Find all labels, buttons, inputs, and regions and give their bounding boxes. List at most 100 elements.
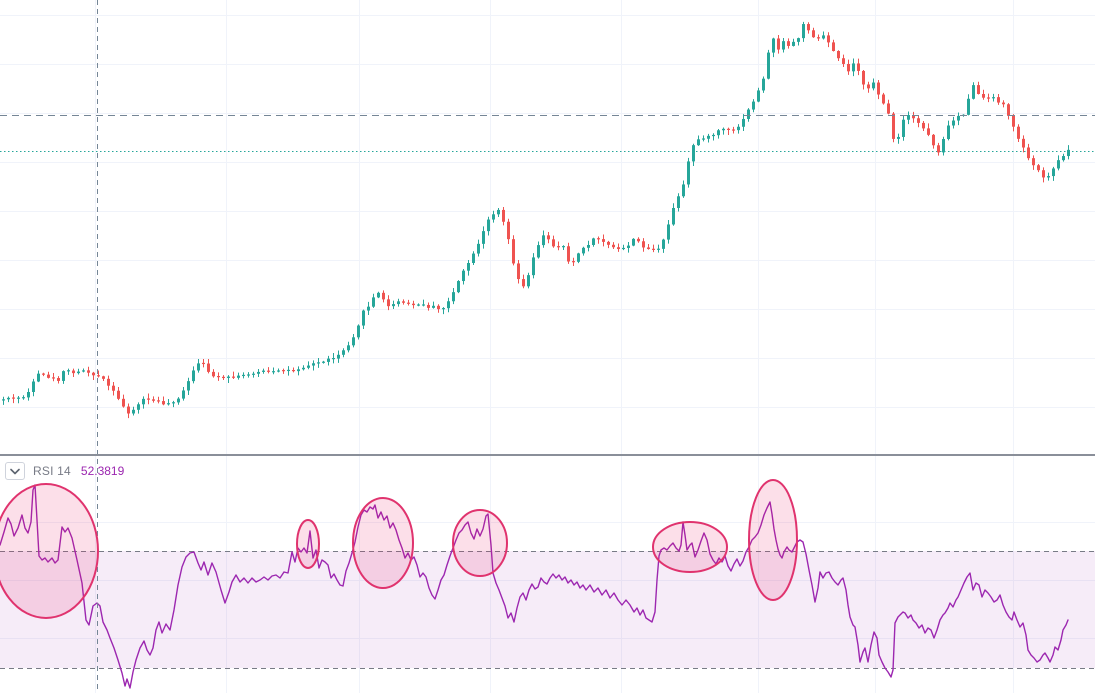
candle-body — [67, 370, 70, 372]
candle-body — [432, 305, 435, 308]
candle-body — [402, 301, 405, 303]
candle-body — [272, 371, 275, 373]
candle-body — [827, 35, 830, 43]
candle-body — [102, 376, 105, 379]
candle-body — [547, 235, 550, 240]
candle-body — [172, 402, 175, 404]
candle-body — [747, 109, 750, 119]
candle-body — [207, 363, 210, 372]
candle-body — [637, 238, 640, 242]
candle-body — [197, 363, 200, 371]
candle-body — [462, 270, 465, 282]
candle-body — [1027, 147, 1030, 159]
candle-body — [467, 263, 470, 271]
candle-body — [457, 281, 460, 293]
candle-body — [287, 369, 290, 372]
candle-body — [182, 390, 185, 399]
candle-body — [132, 409, 135, 414]
candle-body — [377, 292, 380, 298]
candle-body — [787, 41, 790, 46]
candle-body — [802, 24, 805, 39]
candle-body — [77, 371, 80, 374]
candle-body — [737, 126, 740, 131]
candle-body — [927, 128, 930, 135]
candle-body — [582, 247, 585, 254]
annotation-ellipse[interactable] — [352, 497, 414, 589]
candle-body — [682, 184, 685, 197]
candle-body — [257, 371, 260, 374]
candle-body — [687, 161, 690, 185]
annotation-ellipse[interactable] — [296, 519, 320, 569]
candle-body — [592, 238, 595, 245]
candle-body — [427, 304, 430, 308]
candle-body — [1022, 138, 1025, 148]
candle-body — [967, 98, 970, 115]
candle-body — [542, 235, 545, 246]
candle-body — [42, 373, 45, 375]
candle-body — [327, 358, 330, 362]
candle-body — [1017, 126, 1020, 139]
candle-body — [847, 63, 850, 72]
candle-body — [417, 304, 420, 306]
candle-body — [657, 248, 660, 250]
candle-body — [662, 239, 665, 249]
candle-body — [47, 374, 50, 378]
candle-body — [412, 303, 415, 306]
candle-body — [37, 373, 40, 382]
candle-body — [262, 370, 265, 372]
candle-body — [772, 38, 775, 53]
candle-body — [567, 246, 570, 262]
candle-body — [1062, 156, 1065, 161]
candle-body — [742, 118, 745, 127]
rsi-collapse-button[interactable] — [5, 462, 25, 480]
candle-body — [867, 84, 870, 89]
candle-body — [477, 243, 480, 254]
candle-body — [667, 224, 670, 240]
candle-body — [447, 301, 450, 309]
rsi-indicator-value: 52.3819 — [80, 464, 125, 478]
annotation-ellipse[interactable] — [652, 521, 728, 573]
candle-body — [932, 134, 935, 146]
annotation-ellipse[interactable] — [748, 479, 798, 601]
candle-body — [522, 279, 525, 287]
candle-body — [222, 376, 225, 379]
candle-body — [512, 239, 515, 264]
candle-body — [57, 378, 60, 381]
candle-body — [217, 376, 220, 378]
candle-body — [397, 301, 400, 305]
candle-body — [642, 241, 645, 248]
annotation-ellipse[interactable] — [0, 483, 99, 619]
candle-body — [12, 397, 15, 399]
candle-body — [277, 370, 280, 372]
candle-body — [112, 385, 115, 391]
candle-body — [352, 337, 355, 346]
candle-body — [337, 354, 340, 359]
candle-body — [857, 63, 860, 71]
candle-body — [302, 367, 305, 370]
candle-body — [842, 58, 845, 64]
rsi-band-fill — [0, 551, 1095, 668]
candle-body — [357, 325, 360, 338]
candle-body — [317, 362, 320, 364]
candle-body — [92, 372, 95, 376]
candle-body — [907, 115, 910, 120]
candle-body — [367, 306, 370, 311]
candle-body — [292, 369, 295, 372]
candle-body — [622, 247, 625, 250]
annotation-ellipse[interactable] — [452, 509, 508, 577]
candle-body — [97, 375, 100, 377]
candle-body — [892, 113, 895, 139]
candle-body — [347, 345, 350, 351]
candle-body — [482, 231, 485, 244]
candle-body — [922, 122, 925, 129]
candle-body — [717, 130, 720, 136]
candle-body — [382, 292, 385, 300]
candle-body — [167, 403, 170, 405]
rsi-band — [0, 551, 1095, 669]
candle-body — [442, 308, 445, 310]
candle-body — [322, 361, 325, 363]
candle-body — [177, 398, 180, 403]
candle-body — [1067, 149, 1070, 157]
candle-body — [192, 370, 195, 382]
